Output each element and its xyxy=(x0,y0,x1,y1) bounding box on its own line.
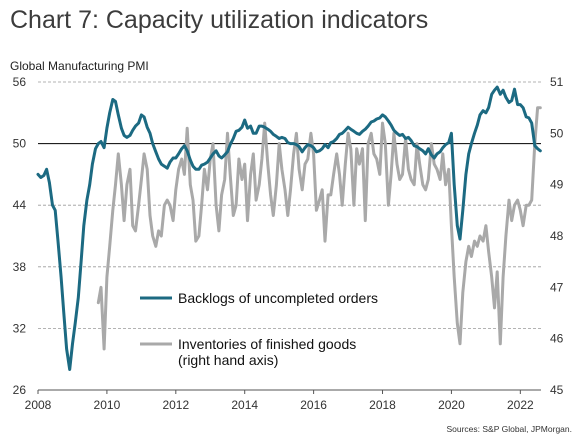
left-tick-label: 26 xyxy=(13,383,27,397)
x-tick-label: 2020 xyxy=(438,398,465,412)
right-tick-label: 47 xyxy=(550,280,564,294)
right-tick-label: 49 xyxy=(550,178,564,192)
x-tick-label: 2010 xyxy=(94,398,121,412)
x-tick-label: 2018 xyxy=(369,398,396,412)
right-tick-label: 51 xyxy=(550,75,564,89)
left-tick-label: 44 xyxy=(13,198,27,212)
x-tick-label: 2012 xyxy=(162,398,189,412)
left-tick-label: 50 xyxy=(13,137,27,151)
left-axis-title: Global Manufacturing PMI xyxy=(10,59,149,73)
x-tick-label: 2008 xyxy=(25,398,52,412)
source-note: Sources: S&P Global, JPMorgan. xyxy=(446,424,572,434)
x-tick-label: 2022 xyxy=(507,398,534,412)
right-tick-label: 45 xyxy=(550,383,564,397)
inventories-legend-label: Inventories of finished goods xyxy=(178,336,356,352)
backlogs-line xyxy=(36,85,542,371)
right-tick-label: 46 xyxy=(550,332,564,346)
x-tick-label: 2014 xyxy=(231,398,258,412)
backlogs-legend-label: Backlogs of uncompleted orders xyxy=(178,290,378,306)
left-tick-label: 32 xyxy=(13,321,27,335)
axes: 26 32 38 44 50 56 45 46 47 48 49 50 51 2008 2010 2012 20… xyxy=(13,75,564,412)
x-tick-label: 2016 xyxy=(300,398,327,412)
series-lines xyxy=(36,85,542,371)
left-tick-label: 56 xyxy=(13,75,27,89)
legend: Backlogs of uncompleted orders Inventorie… xyxy=(140,290,378,368)
inventories-legend-label-2: (right hand axis) xyxy=(178,352,278,368)
page-title: Chart 7: Capacity utilization indicators xyxy=(10,6,429,34)
inventories-line xyxy=(96,106,542,351)
right-tick-label: 48 xyxy=(550,229,564,243)
right-tick-label: 50 xyxy=(550,126,564,140)
left-tick-label: 38 xyxy=(13,260,27,274)
